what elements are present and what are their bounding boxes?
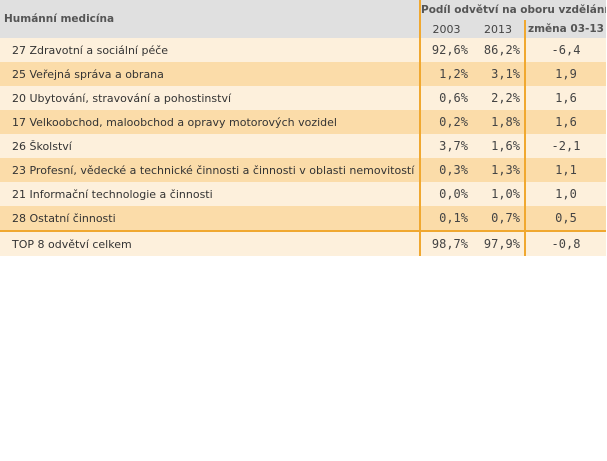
value-2013: 1,6% [472, 134, 525, 158]
value-change: 0,5 [524, 206, 606, 231]
total-label: TOP 8 odvětví celkem [0, 230, 420, 256]
value-2003: 0,0% [419, 182, 472, 206]
value-2013: 3,1% [472, 62, 525, 86]
total-row: TOP 8 odvětví celkem 98,7% 97,9% -0,8 [0, 230, 606, 256]
sector-share-table: Humánní medicína Podíl odvětví na oboru … [0, 0, 606, 256]
value-2013: 0,7% [472, 206, 525, 231]
value-change: 1,0 [524, 182, 606, 206]
value-change: 1,6 [524, 110, 606, 134]
header-row-2: 2003 2013 změna 03-13 [0, 20, 606, 38]
value-change: -2,1 [524, 134, 606, 158]
value-change: 1,1 [524, 158, 606, 182]
total-2003: 98,7% [419, 230, 472, 256]
row-label: 27 Zdravotní a sociální péče [0, 38, 420, 62]
value-2013: 1,3% [472, 158, 525, 182]
header-row-1: Humánní medicína Podíl odvětví na oboru … [0, 0, 606, 38]
col-header-2013: 2013 [472, 20, 525, 38]
table-row: 26 Školství 3,7% 1,6% -2,1 [0, 134, 606, 158]
table-row: 20 Ubytování, stravování a pohostinství … [0, 86, 606, 110]
row-label: 28 Ostatní činnosti [0, 206, 420, 231]
row-label: 25 Veřejná správa a obrana [0, 62, 420, 86]
value-2003: 92,6% [419, 38, 472, 62]
table-row: 21 Informační technologie a činnosti 0,0… [0, 182, 606, 206]
col-header-2003: 2003 [419, 20, 472, 38]
total-2013: 97,9% [472, 230, 525, 256]
value-2003: 3,7% [419, 134, 472, 158]
table-title: Humánní medicína [0, 0, 420, 38]
group-header: Podíl odvětví na oboru vzdělání [419, 0, 606, 20]
table-row: 23 Profesní, vědecké a technické činnost… [0, 158, 606, 182]
value-2003: 1,2% [419, 62, 472, 86]
value-2013: 1,8% [472, 110, 525, 134]
value-2013: 86,2% [472, 38, 525, 62]
row-label: 21 Informační technologie a činnosti [0, 182, 420, 206]
table-row: 28 Ostatní činnosti 0,1% 0,7% 0,5 [0, 206, 606, 231]
total-change: -0,8 [524, 230, 606, 256]
col-header-change: změna 03-13 [524, 20, 606, 38]
table-row: 25 Veřejná správa a obrana 1,2% 3,1% 1,9 [0, 62, 606, 86]
value-2003: 0,6% [419, 86, 472, 110]
value-change: 1,9 [524, 62, 606, 86]
table-row: 27 Zdravotní a sociální péče 92,6% 86,2%… [0, 38, 606, 62]
value-2003: 0,1% [419, 206, 472, 231]
value-2003: 0,3% [419, 158, 472, 182]
value-2013: 1,0% [472, 182, 525, 206]
row-label: 23 Profesní, vědecké a technické činnost… [0, 158, 420, 182]
row-label: 26 Školství [0, 134, 420, 158]
value-change: -6,4 [524, 38, 606, 62]
row-label: 20 Ubytování, stravování a pohostinství [0, 86, 420, 110]
value-2003: 0,2% [419, 110, 472, 134]
row-label: 17 Velkoobchod, maloobchod a opravy moto… [0, 110, 420, 134]
value-change: 1,6 [524, 86, 606, 110]
table-row: 17 Velkoobchod, maloobchod a opravy moto… [0, 110, 606, 134]
value-2013: 2,2% [472, 86, 525, 110]
